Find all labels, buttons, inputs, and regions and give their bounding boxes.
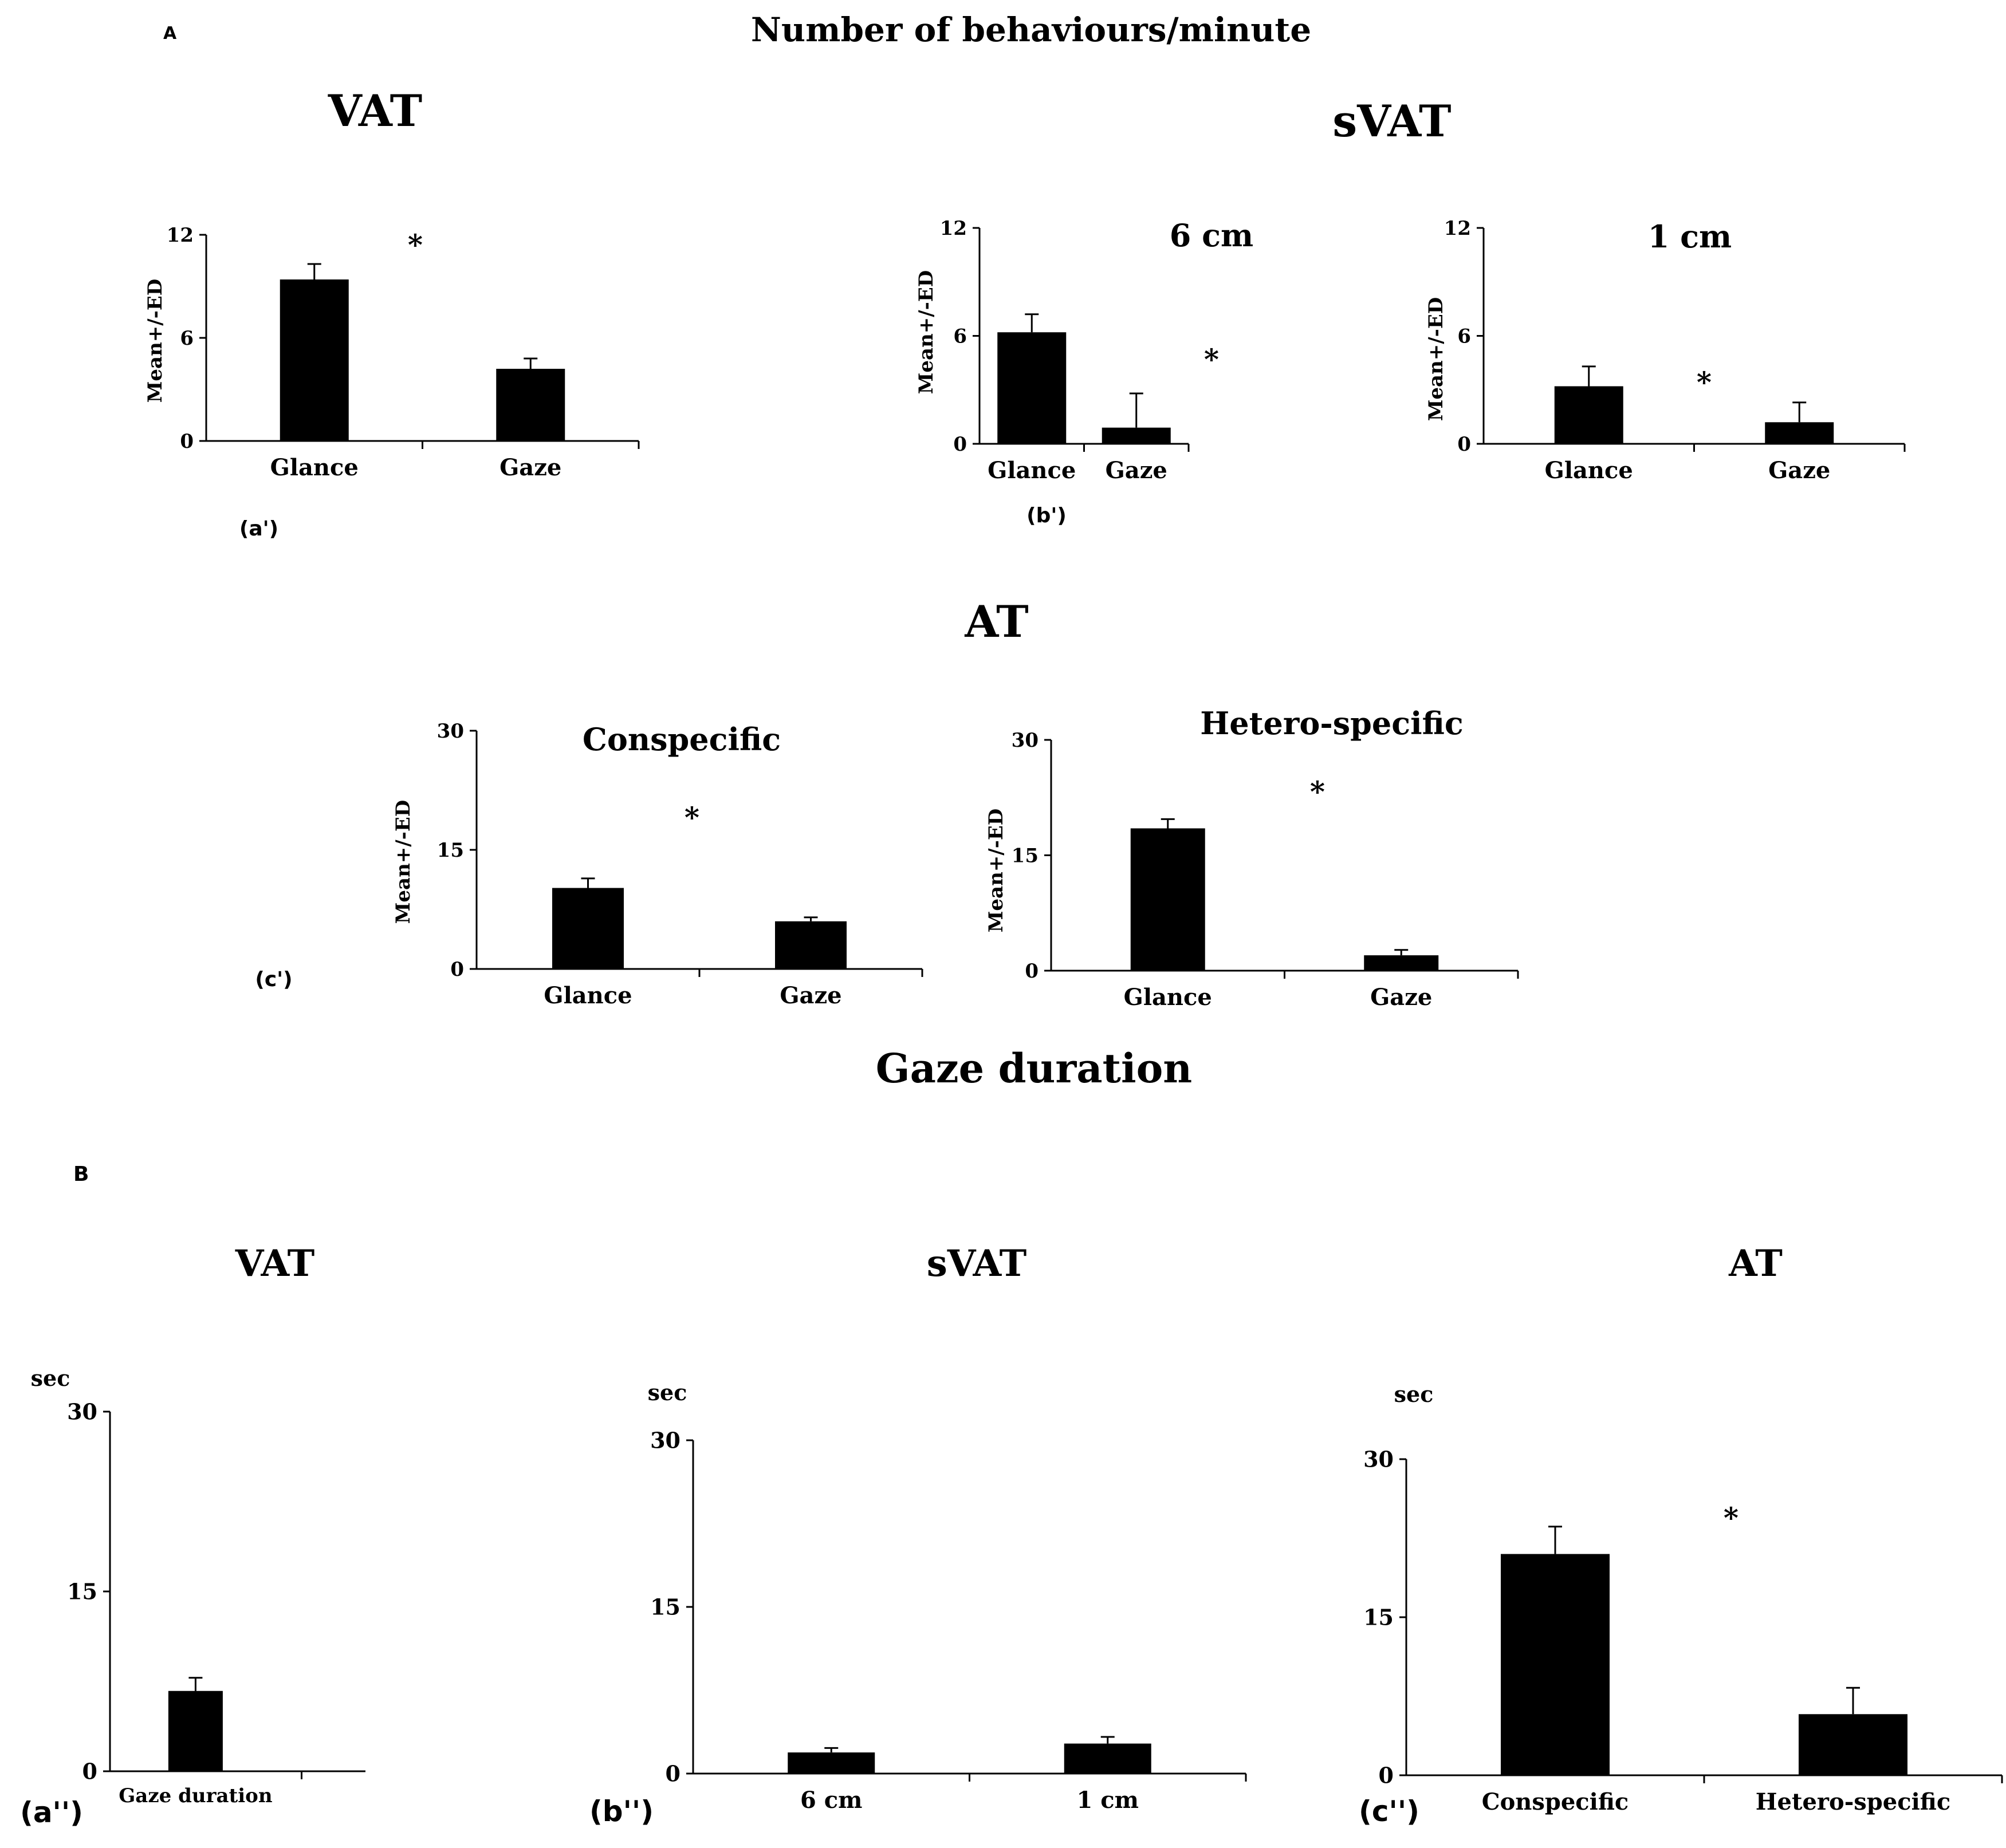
category-label: Gaze duration: [119, 1784, 272, 1807]
bar: [1064, 1743, 1151, 1774]
chart-title: Conspecific: [583, 721, 781, 758]
y-tick-label: 0: [1457, 433, 1471, 456]
vat-title-a: VAT: [328, 85, 422, 136]
chart-b-prime-6cm: 0 6 12 Glance Gaze Mean+/-ED 6 cm * (b'): [915, 217, 1253, 527]
y-tick-label: 30: [67, 1399, 97, 1425]
section-a-title: Number of behaviours/minute: [751, 10, 1311, 49]
bar: [1799, 1714, 1907, 1775]
panel-label: (a''): [20, 1796, 83, 1829]
category-label: Gaze: [1768, 457, 1830, 484]
category-label: Conspecific: [1482, 1788, 1629, 1815]
category-label: Glance: [270, 454, 359, 481]
bar: [1554, 386, 1623, 444]
bar: [496, 369, 565, 441]
chart-a-prime: 0 6 12 Glance Gaze Mean+/-ED * (a'): [144, 224, 640, 541]
y-tick-label: 6: [953, 325, 967, 348]
panel-label: (c'): [255, 968, 292, 991]
significance-asterisk: *: [685, 801, 699, 834]
y-tick-label: 12: [940, 217, 967, 240]
y-axis-label: Mean+/-ED: [144, 279, 167, 403]
bar: [1364, 955, 1439, 971]
section-b-letter: B: [73, 1163, 89, 1186]
bar: [1765, 422, 1834, 444]
y-tick-label: 12: [167, 224, 194, 247]
category-label: Hetero-specific: [1756, 1788, 1950, 1815]
chart-b-prime-1cm: 0 6 12 Glance Gaze Mean+/-ED 1 cm *: [1425, 217, 1906, 484]
at-title-b: AT: [1728, 1242, 1783, 1285]
category-label: Glance: [1545, 457, 1633, 484]
category-label: Gaze: [499, 454, 561, 481]
chart-c-double-prime: 0 15 30 Conspecific Hetero-specific sec * (c''): [1359, 1381, 2003, 1828]
bar: [1501, 1554, 1610, 1775]
y-axis-label: Mean+/-ED: [915, 270, 938, 394]
y-axis-label: sec: [648, 1380, 687, 1405]
y-axis-label: Mean+/-ED: [1425, 297, 1448, 421]
chart-title: 1 cm: [1648, 218, 1732, 255]
category-label: Gaze: [1106, 457, 1167, 484]
category-label: Gaze: [1370, 984, 1432, 1011]
bar: [552, 888, 624, 969]
bar: [997, 332, 1067, 444]
y-tick-label: 30: [1012, 729, 1039, 752]
y-axis-label: Mean+/-ED: [985, 809, 1008, 932]
bar: [168, 1691, 223, 1771]
y-tick-label: 0: [1025, 960, 1039, 983]
chart-b-double-prime: 0 15 30 6 cm 1 cm sec (b''): [589, 1380, 1247, 1828]
y-tick-label: 30: [1363, 1447, 1394, 1472]
category-label: Glance: [988, 457, 1076, 484]
svat-title-b: sVAT: [927, 1242, 1027, 1285]
y-tick-label: 12: [1444, 217, 1471, 240]
vat-title-b: VAT: [235, 1242, 314, 1285]
y-tick-label: 0: [450, 958, 464, 981]
significance-asterisk: *: [1310, 775, 1325, 809]
y-axis-label: sec: [1394, 1381, 1434, 1407]
y-tick-label: 0: [1379, 1763, 1394, 1788]
section-b-title: Gaze duration: [876, 1045, 1192, 1092]
at-title-a: AT: [964, 596, 1028, 647]
panel-label: (c''): [1359, 1795, 1419, 1828]
y-tick-label: 0: [82, 1759, 97, 1784]
y-axis-label: sec: [31, 1365, 70, 1391]
y-tick-label: 15: [1363, 1605, 1394, 1630]
bar: [1102, 427, 1171, 444]
section-a-letter: A: [163, 23, 177, 44]
y-axis-label: Mean+/-ED: [392, 800, 415, 924]
y-tick-label: 0: [953, 433, 967, 456]
category-label: 1 cm: [1077, 1787, 1139, 1814]
bar: [280, 279, 349, 441]
significance-asterisk: *: [1724, 1501, 1738, 1535]
y-tick-label: 0: [666, 1761, 681, 1787]
chart-c-prime-heterospecific: 0 15 30 Glance Gaze Mean+/-ED Hetero-specific *: [985, 705, 1519, 1011]
category-label: 6 cm: [800, 1787, 862, 1814]
panel-label: (b''): [589, 1795, 654, 1828]
y-tick-label: 15: [437, 839, 464, 862]
svat-title-a: sVAT: [1332, 96, 1451, 147]
y-tick-label: 0: [180, 430, 194, 453]
significance-asterisk: *: [1697, 365, 1712, 399]
chart-title: 6 cm: [1170, 217, 1253, 254]
y-tick-label: 15: [1012, 845, 1039, 868]
y-tick-label: 15: [67, 1579, 97, 1605]
category-label: Glance: [1124, 984, 1212, 1011]
chart-title: Hetero-specific: [1200, 705, 1464, 742]
chart-a-double-prime: 0 15 30 Gaze duration sec (a''): [20, 1365, 365, 1829]
y-tick-label: 30: [437, 720, 464, 743]
panel-label: (b'): [1026, 504, 1067, 527]
y-tick-label: 15: [650, 1594, 681, 1620]
y-tick-label: 6: [1457, 325, 1471, 348]
category-label: Glance: [544, 982, 632, 1009]
bar: [788, 1752, 875, 1774]
significance-asterisk: *: [408, 228, 423, 262]
y-tick-label: 6: [180, 327, 194, 350]
category-label: Gaze: [780, 982, 841, 1009]
panel-label: (a'): [239, 517, 278, 541]
y-tick-label: 30: [650, 1428, 681, 1453]
significance-asterisk: *: [1204, 342, 1219, 376]
chart-c-prime-conspecific: 0 15 30 Glance Gaze Mean+/-ED Conspecific * (c'): [255, 720, 923, 1009]
bar: [775, 921, 847, 969]
bar: [1130, 828, 1205, 971]
